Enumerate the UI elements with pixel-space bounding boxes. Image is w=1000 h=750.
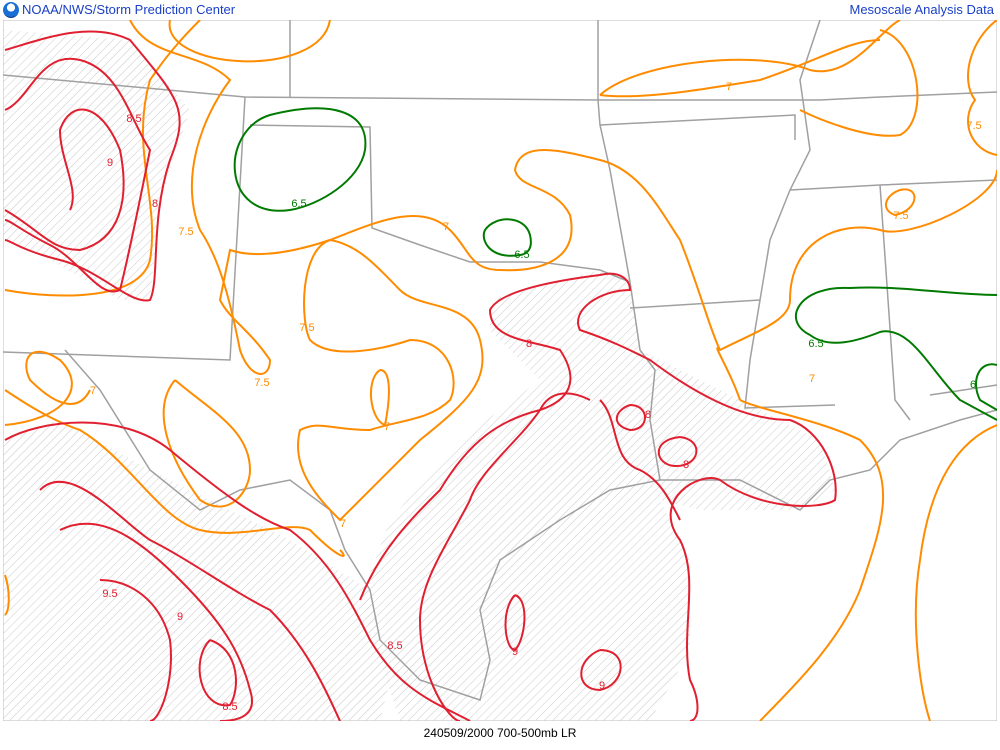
map-caption: 240509/2000 700-500mb LR: [423, 726, 577, 740]
contour-labels: 8.5 9 8 7.5 6.5 7.5 7 6.5 7.5 7 7 7 8 8 …: [90, 81, 982, 713]
contour-label: 8.5: [126, 113, 141, 125]
contour-label: 9.5: [102, 588, 117, 600]
contour-label: 7: [340, 518, 346, 530]
contour-label: 8.5: [222, 701, 237, 713]
noaa-logo: [3, 2, 19, 18]
header-product: Mesoscale Analysis Data: [849, 2, 994, 17]
hatched-areas: [3, 30, 835, 721]
contours-8-plus: [4, 30, 837, 721]
state-boundaries: [3, 20, 997, 701]
contour-label: 6.5: [514, 249, 529, 261]
contour-label: 6: [970, 379, 976, 391]
contours-6: [233, 107, 997, 421]
contour-label: 7.5: [254, 377, 269, 389]
contour-label: 7.5: [966, 120, 981, 132]
contour-label: 9: [599, 680, 605, 692]
contour-label: 8: [645, 409, 651, 421]
contour-label: 7.5: [893, 210, 908, 222]
contour-label: 7.5: [178, 226, 193, 238]
contour-label: 7: [726, 81, 732, 93]
contour-label: 8: [683, 459, 689, 471]
contour-label: 6.5: [808, 338, 823, 350]
contour-label: 7: [90, 385, 96, 397]
contours-7: [4, 20, 997, 721]
contour-label: 9: [177, 611, 183, 623]
contour-label: 7.5: [299, 322, 314, 334]
contour-label: 8: [526, 338, 532, 350]
contour-label: 8: [152, 198, 158, 210]
contour-label: 7: [809, 373, 815, 385]
lapse-rate-map: 8.5 9 8 7.5 6.5 7.5 7 6.5 7.5 7 7 7 8 8 …: [3, 20, 997, 721]
contour-label: 7: [384, 421, 390, 433]
contour-label: 9: [512, 646, 518, 658]
contour-label: 7: [443, 221, 449, 233]
header-title: NOAA/NWS/Storm Prediction Center: [22, 2, 236, 17]
contour-label: 6.5: [291, 198, 306, 210]
contour-label: 8.5: [387, 640, 402, 652]
contour-label: 9: [107, 157, 113, 169]
